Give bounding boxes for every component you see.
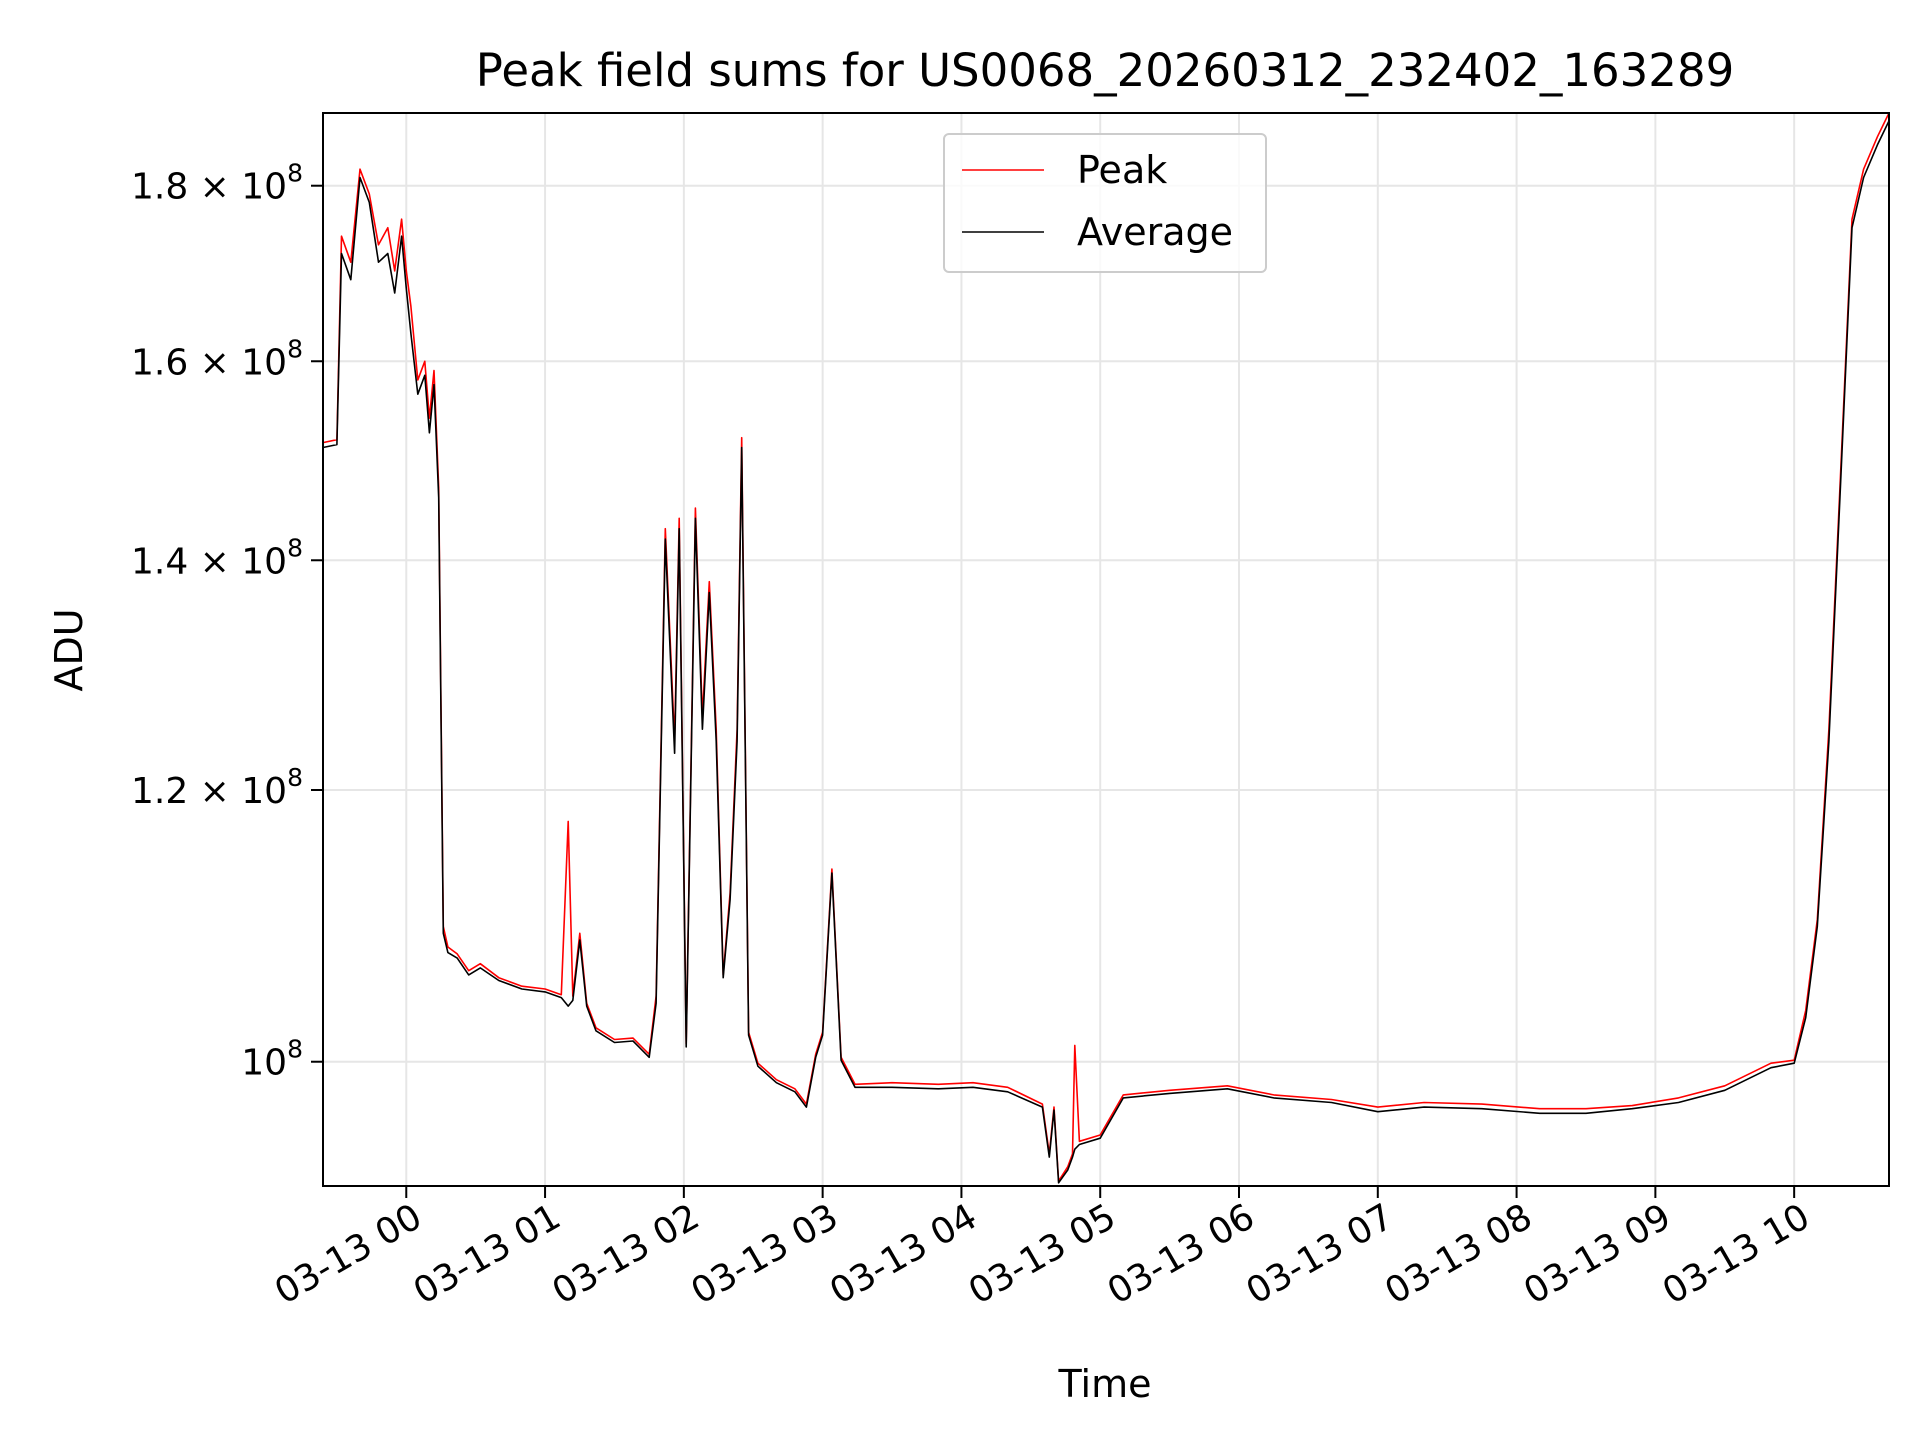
series-line-average [322, 120, 1890, 1184]
grid [323, 113, 1889, 1186]
y-tick-label: 1.2 × 108 [131, 763, 303, 812]
y-axis-label: ADU [47, 608, 91, 691]
chart-title: Peak field sums for US0068_20260312_2324… [476, 44, 1734, 97]
y-tick-label: 1.6 × 108 [131, 334, 303, 383]
legend-box [943, 133, 1267, 273]
y-tick-label: 1.8 × 108 [131, 159, 303, 208]
legend-label-peak: Peak [1077, 148, 1167, 192]
legend-label-average: Average [1077, 210, 1233, 254]
series-layer [322, 112, 1890, 1184]
legend: Peak Average [943, 133, 1267, 273]
x-axis-label: Time [1058, 1362, 1152, 1406]
y-tick-label: 1.4 × 108 [131, 533, 303, 582]
plot-frame [322, 112, 1890, 1187]
